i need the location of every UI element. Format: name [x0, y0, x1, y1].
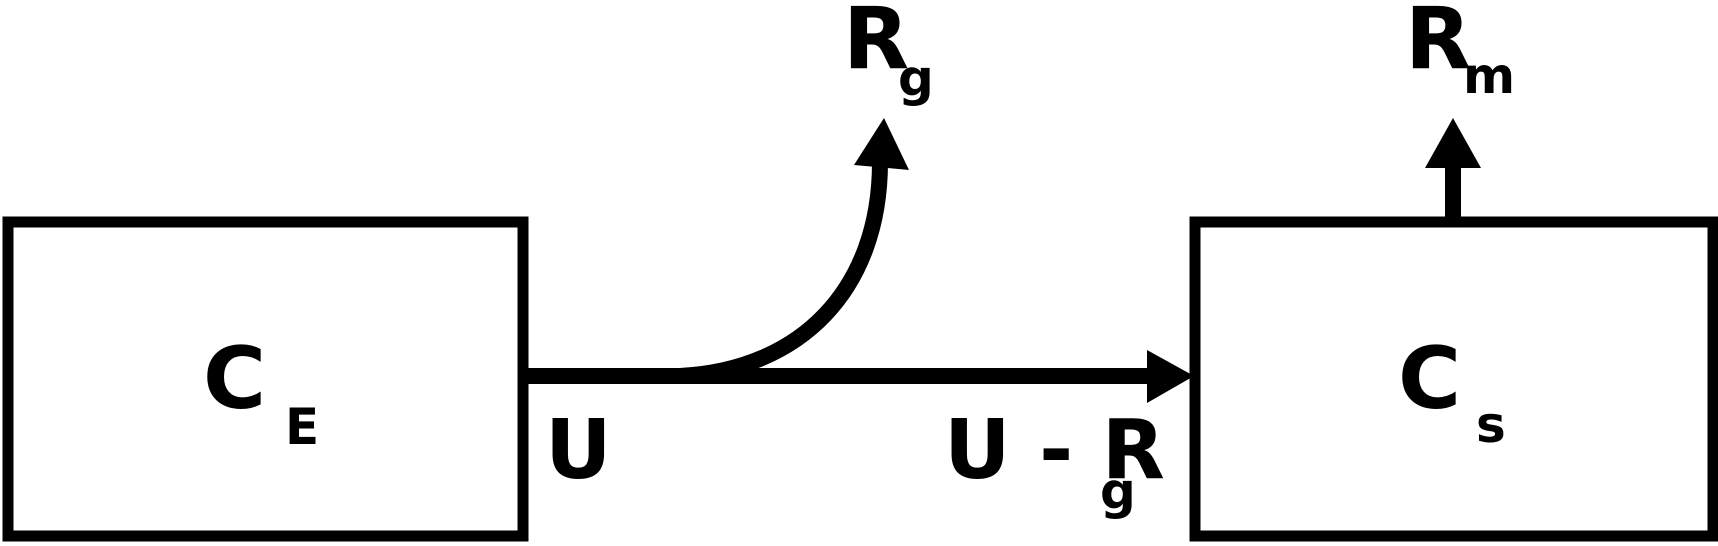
label-cs: C s — [1398, 329, 1506, 454]
flow-arrowhead-main — [1147, 350, 1194, 403]
label-u-minus-rg: U - R g — [944, 403, 1170, 520]
flow-arrowhead-rm — [1425, 118, 1481, 168]
label-ce: C E — [203, 329, 319, 456]
label-rg: R g — [843, 0, 934, 107]
flow-curve-rg — [679, 161, 888, 384]
flow-arrowhead-rg — [854, 118, 909, 170]
label-u: U — [545, 403, 612, 498]
label-rm: R m — [1405, 0, 1515, 105]
